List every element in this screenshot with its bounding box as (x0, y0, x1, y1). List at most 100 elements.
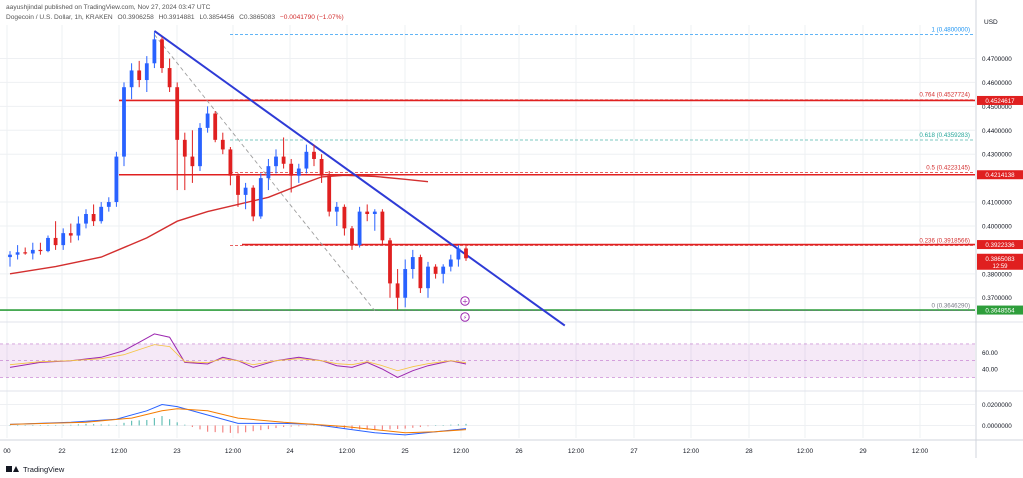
candle (319, 154, 324, 183)
macd-histogram-bar (336, 425, 338, 428)
y-axis-tick-label: 0.3700000 (982, 295, 1012, 302)
x-axis-tick-label: 28 (745, 448, 753, 455)
macd-histogram-bar (290, 425, 292, 427)
candle (84, 209, 88, 229)
candle (152, 32, 157, 69)
candle (167, 58, 172, 92)
candle-body (144, 63, 149, 81)
macd-histogram-bar (457, 424, 459, 426)
lightning-icon[interactable]: ⚡ (460, 312, 470, 322)
candle (410, 249, 415, 279)
ema-line (9, 174, 429, 275)
candle (61, 228, 66, 250)
macd-histogram-bar (465, 423, 467, 426)
candle (388, 237, 392, 298)
tradingview-logo[interactable]: TradingView (6, 463, 64, 475)
candle-body (395, 283, 400, 298)
candle-body (327, 175, 332, 212)
currency-label: USD (984, 19, 998, 26)
macd-histogram-bar (214, 425, 216, 433)
macd-histogram-bar (229, 425, 231, 433)
event-icon[interactable]: + (460, 296, 470, 306)
macd-histogram-bar (39, 425, 41, 426)
macd-histogram-bar (275, 425, 277, 429)
candle (205, 106, 210, 133)
x-axis-tick-label: 12:00 (111, 448, 128, 455)
candle (403, 259, 408, 308)
price-badge-countdown: 12:59 (992, 264, 1008, 270)
ohlc-change: −0.0041790 (−1.07%) (279, 14, 344, 21)
price-badge: 0.4214138 (977, 170, 1023, 180)
candle (418, 254, 423, 293)
candle (448, 254, 453, 272)
price-badge-bg (977, 253, 1023, 270)
x-axis-tick-label: 12:00 (912, 448, 929, 455)
macd-histogram-bar (397, 425, 399, 429)
macd-histogram-bar (374, 425, 376, 431)
bearish-trendline[interactable] (153, 30, 566, 327)
macd-histogram-bar (366, 425, 368, 430)
fib-swing-line (154, 34, 376, 311)
candle-body (441, 266, 446, 274)
candle-body (15, 252, 20, 255)
macd-histogram-bar (62, 424, 64, 426)
fib-level-label: 0.618 (0.4359283) (919, 132, 970, 139)
candle-body (426, 266, 430, 289)
candle-body (175, 87, 180, 140)
lightning-icon-circle (460, 312, 470, 322)
candle-body (418, 257, 423, 289)
rsi-axis-tick-label: 40.00 (982, 367, 998, 374)
publisher-line: aayushjindal published on TradingView.co… (6, 4, 211, 11)
macd-histogram-bar (222, 425, 224, 433)
macd-histogram-bar (359, 425, 361, 430)
macd-histogram-bar (381, 425, 383, 430)
candle-body (304, 151, 309, 169)
candle (53, 221, 58, 250)
macd-histogram-bar (100, 424, 102, 426)
macd-histogram-bar (17, 425, 19, 426)
candle-body (448, 259, 453, 267)
candle-body (388, 240, 392, 284)
x-axis-tick-label: 24 (286, 448, 294, 455)
candle (137, 60, 142, 88)
macd-histogram-bar (450, 424, 452, 426)
candle-body (433, 266, 438, 274)
macd-histogram-bar (343, 425, 345, 429)
y-axis-tick-label: 0.4100000 (982, 200, 1012, 207)
candle-body (372, 211, 377, 215)
candle-body (334, 206, 339, 212)
y-axis-tick-label: 0.4600000 (982, 80, 1012, 87)
candle-body (167, 68, 172, 88)
candle (426, 261, 430, 298)
macd-histogram-bar (123, 422, 125, 426)
candle-body (91, 214, 96, 222)
rsi-ma-line (9, 344, 467, 372)
candle (372, 209, 377, 231)
symbol-name[interactable]: Dogecoin / U.S. Dollar, 1h, KRAKEN (6, 14, 113, 21)
candle (433, 264, 438, 279)
candle-body (380, 211, 385, 241)
price-badge-value: 0.3648554 (985, 308, 1015, 315)
fib-level-label: 1 (0.4800000) (931, 27, 970, 34)
candle-body (228, 149, 233, 176)
x-axis-tick-label: 12:00 (339, 448, 356, 455)
macd-axis-tick-label: 0.0000000 (982, 423, 1012, 430)
candle (251, 185, 256, 222)
tradingview-logo-icon (6, 465, 20, 473)
price-badge-bg (977, 170, 1023, 180)
candle-body (289, 163, 294, 176)
candle-body (456, 248, 461, 260)
macd-histogram-bar (24, 425, 26, 426)
candle (15, 245, 20, 260)
macd-histogram-bar (146, 419, 148, 426)
x-axis-tick-label: 12:00 (797, 448, 814, 455)
y-axis-tick-label: 0.4500000 (982, 104, 1012, 111)
candle (296, 163, 301, 183)
candle (99, 202, 104, 224)
rsi-axis-tick-label: 60.00 (982, 350, 998, 357)
fib-level-label: 0.236 (0.3918566) (919, 237, 970, 244)
macd-histogram-bar (267, 425, 269, 430)
macd-histogram-bar (412, 425, 414, 428)
